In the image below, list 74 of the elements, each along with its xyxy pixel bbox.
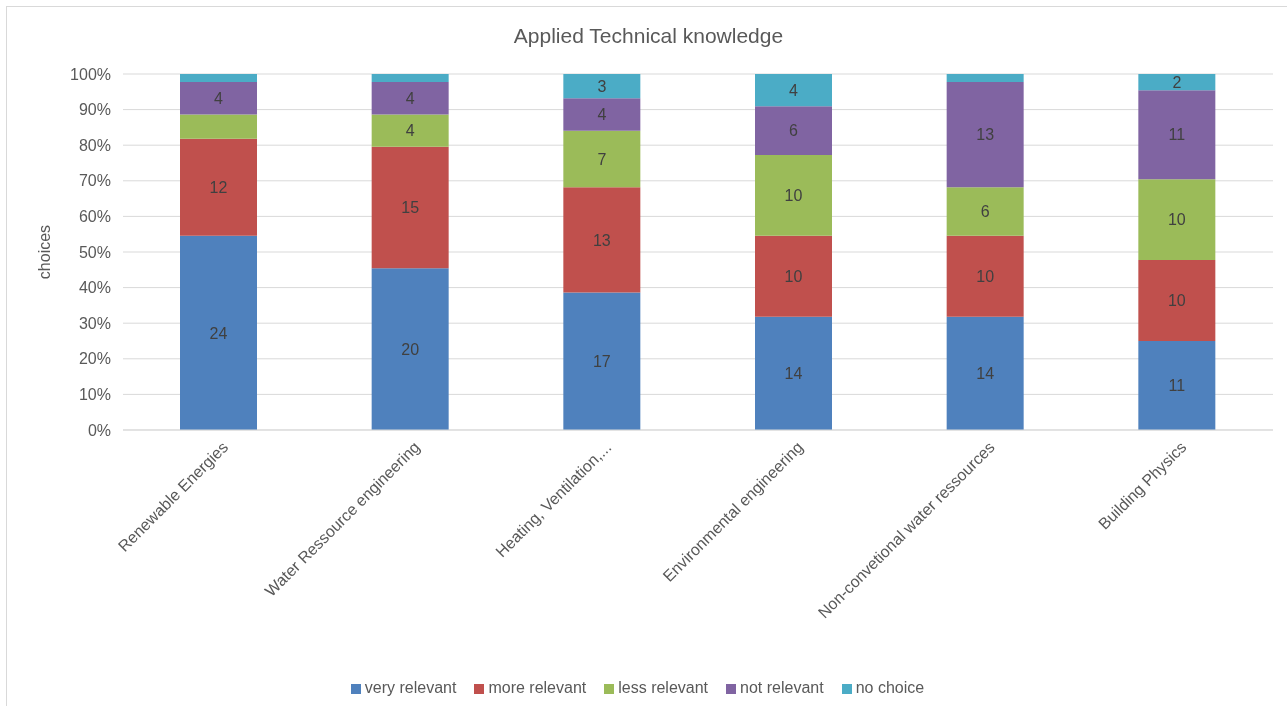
data-label: 7 [597,150,607,168]
data-label: 13 [592,231,611,249]
data-label: 12 [209,178,228,196]
data-label: 20 [401,340,420,358]
data-label: 14 [784,365,803,383]
data-label: 17 [592,352,611,370]
bar [563,187,641,293]
data-label: 6 [789,122,799,140]
bar [755,106,832,155]
bar [371,74,449,83]
data-label: 4 [405,122,415,140]
bar [563,130,641,188]
bar [371,268,449,430]
bar [755,74,832,107]
y-tick-label: 40% [78,279,111,297]
data-label: 3 [597,77,607,95]
bar [563,98,641,131]
data-label: 4 [789,81,799,99]
y-tick-label: 100% [70,65,111,83]
data-label: 24 [209,324,228,342]
data-label: 11 [1168,377,1186,395]
bar [755,154,832,236]
data-label: 14 [976,365,995,383]
bar [1138,179,1216,261]
bar [371,114,449,147]
bar [180,74,257,83]
bar [371,82,449,115]
legend-label: not relevant [740,679,824,696]
data-label: 11 [1168,126,1186,144]
legend-label: less relevant [618,679,709,696]
y-tick-label: 0% [87,421,111,439]
y-tick-label: 20% [78,350,111,368]
data-label: 10 [1167,211,1186,229]
bar [1138,90,1216,180]
y-axis-title: choices [35,224,53,280]
y-tick-label: 80% [78,136,111,154]
bar [946,74,1024,83]
y-tick-label: 10% [78,386,111,404]
data-label: 10 [784,187,803,205]
bar [1138,74,1216,91]
y-tick-label: 60% [78,208,111,226]
data-label: 4 [214,89,224,107]
bar [563,74,641,99]
legend-label: very relevant [364,679,457,696]
data-label: 4 [597,106,607,124]
bar [180,82,257,115]
bar [180,114,257,139]
data-label: 15 [401,199,420,217]
data-label: 2 [1172,73,1182,91]
bar [946,235,1024,317]
bar [946,82,1024,188]
bar [371,146,449,269]
y-tick-label: 90% [78,101,111,119]
data-label: 10 [784,267,803,285]
legend-label: more relevant [488,679,587,696]
bar [1138,341,1216,430]
y-tick-label: 70% [78,172,111,190]
bar [180,138,257,236]
bar [180,235,257,430]
data-label: 6 [980,203,990,221]
data-label: 4 [405,89,415,107]
data-label: 13 [976,126,995,144]
legend-label: no choice [855,679,925,696]
chart-title: Applied Technical knowledge [512,24,785,48]
bar [563,292,641,430]
y-tick-label: 50% [78,243,111,261]
data-label: 10 [976,267,995,285]
bar [946,187,1024,236]
bar [755,316,832,430]
y-tick-label: 30% [78,314,111,332]
bar [755,235,832,317]
bar [946,316,1024,430]
bar [1138,260,1216,341]
data-label: 10 [1167,292,1186,310]
